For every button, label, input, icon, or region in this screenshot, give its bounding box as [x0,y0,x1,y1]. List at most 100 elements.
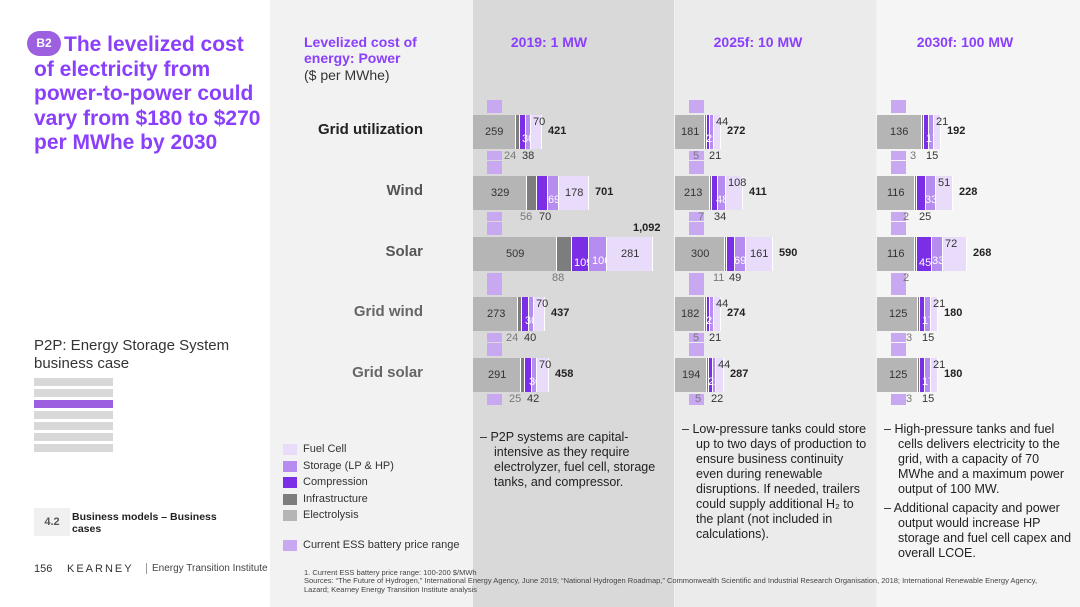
bar-segment-grid-solar-electrolysis [877,358,919,392]
panel-header-2019: 2019: 1 MW [510,34,588,50]
bar-label-grid-solar-fuel-cell: 21 [933,359,946,371]
toc-bar[interactable] [34,389,113,397]
chart-unit: ($ per MWhe) [304,67,390,83]
bar-label-wind-infrastructure: 56 [520,211,533,223]
footnote: 1. Current ESS battery price range: 100-… [304,568,477,577]
toc-bar-active[interactable] [34,400,113,408]
bar-total-wind: 701 [595,186,614,198]
bar-total-grid-wind: 274 [727,307,746,319]
bar-segment-solar-infrastructure [724,237,727,271]
battery-price-band [689,212,704,221]
row-label-solar: Solar [385,243,423,260]
bar-segment-wind-electrolysis [473,176,528,210]
bar-label-grid-wind-compression: 40 [524,332,537,344]
bar-label-grid-solar-infrastructure: 25 [509,393,522,405]
bar-total-solar: 268 [973,247,992,259]
bar-label-wind-fuel-cell: 108 [728,177,747,189]
bar-segment-grid-wind-compression [522,297,529,331]
bar-segment-grid-solar-fuel-cell [716,358,724,392]
left-panel [0,0,270,607]
note-2030: – High-pressure tanks and fuel cells del… [884,422,1072,560]
brand-logo: KEARNEY [67,563,134,575]
bar-segment-solar-infrastructure [915,237,918,271]
legend-swatch-storage [283,461,297,472]
bar-segment-grid-utilization-storage-lp-hp [710,115,714,149]
section-title: Business models – Business cases [72,511,217,535]
bar-label-grid-utilization-fuel-cell: 21 [936,116,949,128]
bar-segment-wind-infrastructure [915,176,918,210]
bar-segment-grid-wind-storage-lp-hp [710,297,715,331]
bar-label-grid-wind-electrolysis: 182 [681,308,700,320]
chart-title: Levelized cost of energy: Power [304,34,417,66]
bar-segment-wind-infrastructure [710,176,713,210]
bar-segment-wind-compression [712,176,718,210]
bar-total-solar: 590 [779,247,798,259]
bar-segment-solar-storage-lp-hp [932,237,943,271]
bar-label-wind-electrolysis: 329 [491,187,510,199]
bar-label-wind-compression: 25 [919,211,932,223]
section-number: 4.2 [34,508,70,536]
toc-bar[interactable] [34,444,113,452]
battery-price-band [689,394,704,405]
battery-price-band [891,222,906,235]
bar-segment-grid-wind-infrastructure [918,297,921,331]
bar-segment-wind-compression [536,176,549,210]
legend-label-fuel-cell: Fuel Cell [303,443,347,455]
bar-label-wind-compression: 70 [539,211,552,223]
bar-segment-grid-wind-fuel-cell [930,297,938,331]
battery-price-band [891,282,906,295]
bar-segment-solar-electrolysis [473,237,557,271]
bar-label-grid-utilization-compression: 21 [709,150,722,162]
bar-segment-wind-storage-lp-hp [925,176,937,210]
toc-bar[interactable] [34,378,113,386]
battery-price-band [487,100,502,113]
bar-total-grid-solar: 180 [944,368,963,380]
bar-label-grid-solar-fuel-cell: 70 [539,359,552,371]
bar-label-wind-storage-lp-hp: 33 [925,194,938,206]
toc-bar[interactable] [34,433,113,441]
bar-label-wind-storage-lp-hp: 69 [548,194,561,206]
bar-segment-grid-utilization-storage-lp-hp [928,115,935,149]
bar-segment-grid-utilization-compression [923,115,929,149]
legend-swatch-compression [283,477,297,488]
bar-total-wind: 228 [959,186,978,198]
bar-segment-grid-wind-electrolysis [675,297,706,331]
bar-segment-solar-fuel-cell [606,237,654,271]
bar-label-grid-solar-electrolysis: 291 [488,369,507,381]
bar-segment-grid-solar-fuel-cell [930,358,938,392]
bar-label-grid-solar-compression: 15 [922,393,935,405]
battery-price-band [689,333,704,342]
bar-label-wind-infrastructure: 7 [698,211,705,223]
bar-label-grid-wind-compression: 15 [922,332,935,344]
bar-segment-grid-solar-infrastructure [521,358,526,392]
section-badge: B2 [27,31,61,56]
bar-label-wind-electrolysis: 116 [887,187,905,199]
battery-price-band [891,343,906,356]
bar-segment-grid-utilization-fuel-cell [934,115,942,149]
battery-price-band [487,161,502,174]
bar-label-grid-wind-fuel-cell: 44 [716,298,729,310]
bar-label-grid-utilization-fuel-cell: 70 [533,116,546,128]
row-label-grid-wind: Grid wind [353,303,423,320]
bar-segment-grid-solar-compression [920,358,926,392]
bar-segment-grid-wind-fuel-cell [714,297,722,331]
bar-label-solar-fuel-cell: 161 [750,248,769,260]
toc-bar[interactable] [34,411,113,419]
bar-segment-grid-utilization-storage-lp-hp [525,115,531,149]
bar-segment-grid-wind-storage-lp-hp [925,297,931,331]
bar-label-grid-wind-fuel-cell: 21 [933,298,946,310]
bar-segment-grid-solar-infrastructure [918,358,921,392]
bar-segment-grid-wind-electrolysis [877,297,919,331]
bar-total-grid-utilization: 272 [727,125,746,137]
toc-bar[interactable] [34,422,113,430]
note-2019: – P2P systems are capital-intensive as t… [480,430,656,489]
bar-label-grid-wind-infrastructure: 3 [906,332,913,344]
bar-label-grid-wind-electrolysis: 125 [889,308,908,320]
legend-label-storage: Storage (LP & HP) [303,460,394,472]
bar-segment-grid-wind-compression [707,297,711,331]
battery-price-band [487,343,502,356]
note-2025: – Low-pressure tanks could store up to t… [682,422,867,541]
bar-segment-wind-electrolysis [675,176,711,210]
row-label-grid-utilization: Grid utilization [318,121,423,138]
bar-segment-solar-storage-lp-hp [589,237,607,271]
